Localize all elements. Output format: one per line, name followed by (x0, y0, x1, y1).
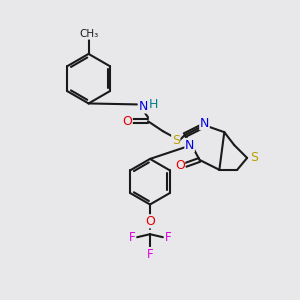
Text: F: F (147, 248, 153, 260)
Text: H: H (148, 98, 158, 111)
Text: O: O (145, 215, 155, 228)
Text: F: F (164, 231, 171, 244)
Text: N: N (200, 117, 209, 130)
Text: N: N (185, 139, 194, 152)
Text: N: N (138, 100, 148, 113)
Text: O: O (175, 159, 185, 172)
Text: CH₃: CH₃ (79, 29, 98, 39)
Text: S: S (172, 134, 180, 147)
Text: O: O (122, 115, 132, 128)
Text: F: F (129, 231, 136, 244)
Text: S: S (250, 152, 258, 164)
